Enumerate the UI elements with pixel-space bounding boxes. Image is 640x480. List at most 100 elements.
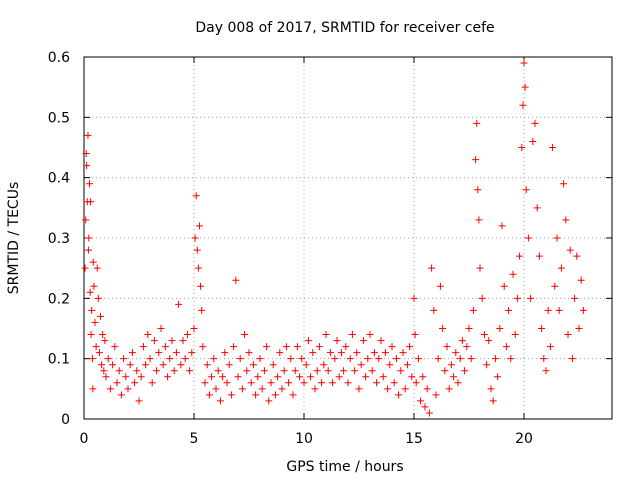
- data-point: [208, 373, 216, 381]
- data-point: [100, 367, 108, 375]
- data-point: [89, 385, 97, 393]
- data-point: [87, 331, 95, 339]
- data-point: [452, 349, 460, 357]
- data-point: [133, 367, 141, 375]
- data-point: [276, 349, 284, 357]
- data-point: [494, 373, 502, 381]
- data-point: [403, 361, 411, 369]
- data-point: [432, 391, 440, 399]
- data-point: [86, 180, 93, 188]
- data-point: [86, 288, 94, 296]
- y-tick-label: 0.4: [48, 171, 70, 187]
- x-tick-label: 5: [190, 431, 199, 447]
- data-point: [300, 379, 308, 387]
- chart-title: Day 008 of 2017, SRMTID for receiver cef…: [195, 20, 494, 36]
- data-point: [430, 306, 438, 314]
- data-point: [364, 355, 372, 363]
- data-point: [225, 361, 233, 369]
- data-point: [521, 83, 529, 91]
- data-point: [502, 343, 510, 351]
- data-point: [423, 385, 431, 393]
- data-point: [575, 325, 583, 332]
- data-point: [296, 373, 304, 381]
- data-point: [331, 355, 339, 363]
- data-point: [318, 379, 326, 387]
- data-point: [469, 306, 477, 314]
- data-point: [221, 349, 229, 357]
- data-point: [181, 355, 189, 363]
- y-tick-label: 0.1: [48, 352, 70, 368]
- data-point: [544, 306, 552, 314]
- data-point: [454, 379, 462, 387]
- data-point: [562, 216, 570, 224]
- data-point: [346, 355, 354, 363]
- data-point: [269, 361, 277, 369]
- data-point: [252, 391, 260, 399]
- data-point: [411, 331, 419, 339]
- data-point: [375, 355, 383, 363]
- data-point: [425, 409, 433, 417]
- data-point: [232, 276, 240, 284]
- data-point: [509, 270, 517, 278]
- data-point: [472, 156, 480, 164]
- data-point: [203, 361, 211, 369]
- data-point: [410, 294, 418, 302]
- data-point: [557, 264, 565, 272]
- y-tick-label: 0: [61, 412, 70, 428]
- data-point: [384, 385, 392, 393]
- data-point: [480, 331, 488, 339]
- data-point: [95, 349, 103, 357]
- data-point: [461, 367, 469, 375]
- y-tick-label: 0.3: [48, 231, 70, 247]
- data-point: [124, 385, 132, 393]
- data-point: [478, 294, 486, 302]
- data-point: [216, 397, 224, 405]
- data-point: [513, 294, 521, 302]
- data-point: [458, 337, 466, 345]
- data-point: [219, 373, 227, 381]
- data-point: [406, 343, 414, 351]
- data-point: [102, 373, 110, 381]
- data-point: [527, 294, 535, 302]
- data-point: [113, 379, 121, 387]
- data-point: [166, 355, 174, 363]
- data-point: [362, 373, 370, 381]
- data-point: [381, 349, 389, 357]
- data-point: [401, 385, 409, 393]
- data-point: [524, 234, 532, 242]
- data-point: [505, 306, 513, 314]
- data-point: [83, 162, 91, 170]
- data-point: [579, 306, 587, 314]
- data-point: [408, 373, 416, 381]
- data-point: [155, 349, 163, 357]
- data-point: [293, 343, 301, 351]
- data-point: [320, 361, 328, 369]
- data-point: [571, 294, 579, 302]
- data-point: [247, 379, 255, 387]
- data-point: [89, 258, 97, 266]
- data-point: [388, 343, 396, 351]
- data-point: [535, 252, 543, 260]
- data-point: [238, 385, 246, 393]
- data-point: [467, 355, 475, 363]
- data-point: [153, 367, 161, 375]
- data-point: [564, 331, 572, 339]
- data-point: [135, 397, 143, 405]
- data-point: [487, 385, 495, 393]
- data-point: [258, 385, 266, 393]
- data-point: [175, 300, 183, 308]
- data-point: [529, 137, 537, 145]
- data-point: [161, 343, 169, 351]
- data-point: [335, 373, 343, 381]
- data-point: [271, 391, 279, 399]
- data-point: [373, 379, 381, 387]
- data-point: [245, 349, 253, 357]
- data-point: [196, 222, 203, 230]
- data-point: [417, 397, 425, 405]
- data-point: [329, 379, 337, 387]
- data-point: [302, 361, 310, 369]
- data-point: [377, 337, 385, 345]
- data-point: [85, 234, 93, 242]
- data-point: [439, 325, 447, 332]
- data-point: [90, 282, 98, 290]
